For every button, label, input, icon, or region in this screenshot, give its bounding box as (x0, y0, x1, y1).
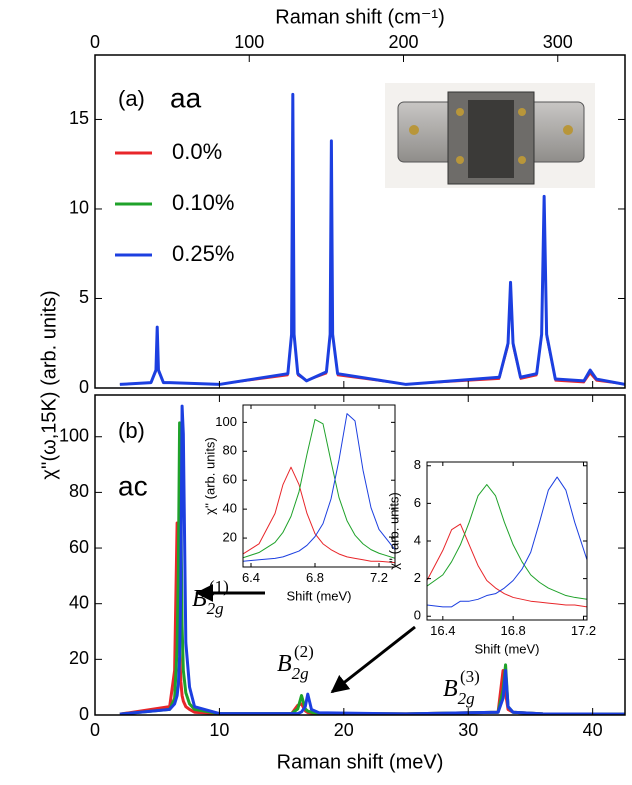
mode-label-sub: 2g (458, 689, 475, 708)
plot-background (243, 405, 395, 567)
mode-label-base: B (277, 651, 292, 677)
mode-label-base: B (192, 586, 207, 612)
device-photo (385, 83, 595, 188)
x-tick-label: 6.8 (306, 570, 324, 585)
x-tick-label: 16.8 (500, 623, 525, 638)
legend-title: aa (170, 82, 202, 113)
y-axis-label: χ'' (arb. units) (386, 492, 401, 570)
mode-label-sup: (1) (209, 577, 229, 596)
plot-frame (94, 394, 626, 716)
mode-label-sup: (3) (460, 667, 480, 686)
y-tick-label: 4 (414, 532, 421, 547)
x-tick-label: 10 (209, 720, 229, 740)
y-tick-label: 20 (69, 648, 89, 668)
x2-tick-label: 0 (90, 32, 100, 52)
mode-label-base: B (443, 676, 458, 702)
x-tick-label: 7.2 (370, 570, 388, 585)
legend-label: 0.25% (172, 241, 234, 266)
mode-label: B2g (2) (277, 642, 314, 683)
y-tick-label: 40 (69, 592, 89, 612)
x2-axis-label: Raman shift (cm⁻¹) (275, 6, 444, 28)
panel-label: (b) (118, 418, 145, 443)
mode-label-sub: 2g (292, 664, 309, 683)
y-tick-label: 15 (69, 108, 89, 128)
y-tick-label: 8 (414, 457, 421, 472)
y-tick-label: 6 (414, 495, 421, 510)
mode-label-sub: 2g (207, 599, 224, 618)
mode-label: B2g (3) (443, 667, 480, 708)
series-line (427, 523, 587, 608)
mode-label-sup: (2) (294, 642, 314, 661)
panel: 6.4 6.8 7.2 20 40 60 80 100 Shift (meV) χ'' (arb.… (202, 404, 396, 603)
x-tick-label: 30 (458, 720, 478, 740)
plot-frame (242, 404, 396, 568)
series-line (119, 92, 625, 386)
panel: 16.4 16.8 17.2 0 2 4 6 8 Shift (meV) χ'' (arb. un… (386, 457, 596, 656)
legend-label: 0.10% (172, 190, 234, 215)
y-tick-label: 0 (414, 608, 421, 623)
series-line (243, 418, 395, 559)
legend-label: 0.0% (172, 139, 222, 164)
x-tick-label: 6.4 (242, 570, 260, 585)
x-axis-label: Raman shift (meV) (277, 751, 444, 773)
series-line (243, 413, 395, 562)
y-axis-label: χ'' (arb. units) (202, 437, 217, 515)
x-axis-label: Shift (meV) (286, 588, 351, 603)
y-tick-label: 60 (69, 537, 89, 557)
series-line (427, 476, 587, 608)
y-tick-label: 80 (69, 481, 89, 501)
y-tick-label: 100 (59, 425, 89, 445)
y-tick-label: 60 (223, 472, 237, 487)
plot-frame (94, 54, 626, 389)
y-tick-label: 0 (79, 704, 89, 724)
y-tick-label: 5 (79, 287, 89, 307)
series-line (119, 404, 625, 715)
y-tick-label: 2 (414, 570, 421, 585)
x-tick-label: 17.2 (571, 623, 596, 638)
x-axis-label: Shift (meV) (474, 641, 539, 656)
x2-tick-label: 100 (234, 32, 264, 52)
x-tick-label: 16.4 (430, 623, 455, 638)
y-axis-label: χ''(ω,15K) (arb. units) (38, 290, 60, 479)
y-tick-label: 0 (79, 377, 89, 397)
y-tick-label: 10 (69, 198, 89, 218)
series-line (243, 466, 395, 564)
legend-title: ac (118, 470, 148, 501)
y-tick-label: 100 (215, 414, 237, 429)
x-tick-label: 0 (90, 720, 100, 740)
y-tick-label: 40 (223, 501, 237, 516)
arrow (330, 625, 416, 694)
y-tick-label: 20 (223, 530, 237, 545)
x-tick-label: 20 (334, 720, 354, 740)
series-line (427, 484, 587, 600)
x2-tick-label: 300 (543, 32, 573, 52)
x-tick-label: 40 (583, 720, 603, 740)
x2-tick-label: 200 (388, 32, 418, 52)
y-tick-label: 80 (223, 443, 237, 458)
panel-label: (a) (118, 86, 145, 111)
